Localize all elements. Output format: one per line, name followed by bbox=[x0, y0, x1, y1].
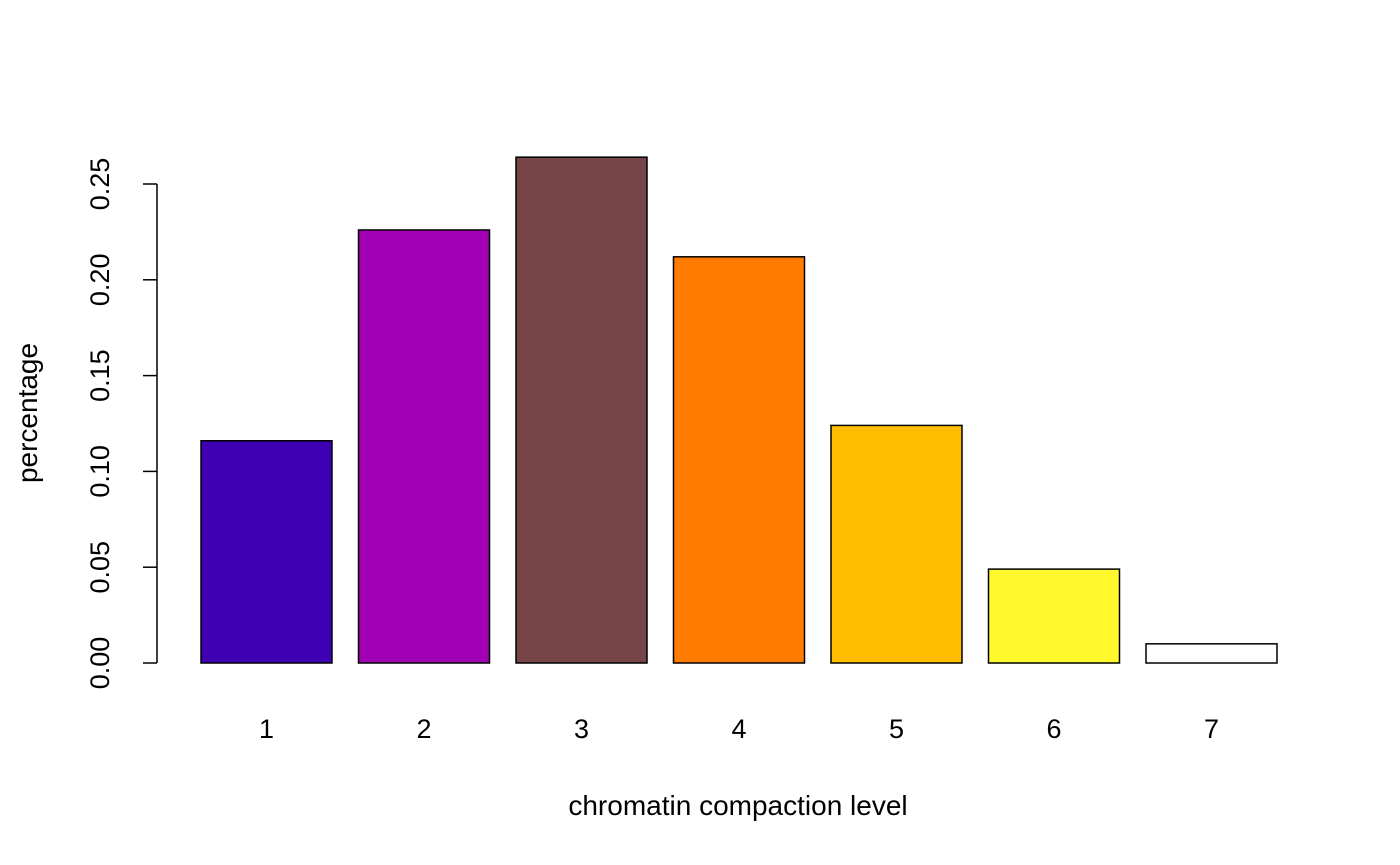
bar-5 bbox=[830, 424, 963, 664]
y-tick-label-0.00: 0.00 bbox=[85, 637, 115, 690]
bars-group bbox=[200, 156, 1278, 664]
x-tick-label-1: 1 bbox=[259, 714, 274, 744]
y-tick-label-0.10: 0.10 bbox=[85, 445, 115, 498]
bar-3 bbox=[515, 156, 648, 664]
x-axis-label: chromatin compaction level bbox=[568, 790, 907, 821]
x-tick-label-6: 6 bbox=[1046, 714, 1061, 744]
y-tick-label-0.25: 0.25 bbox=[85, 158, 115, 211]
x-tick-label-4: 4 bbox=[731, 714, 746, 744]
x-tick-label-7: 7 bbox=[1204, 714, 1219, 744]
y-tick-label-0.20: 0.20 bbox=[85, 254, 115, 307]
bar-7 bbox=[1145, 643, 1278, 664]
x-tick-labels: 1 2 3 4 5 6 7 bbox=[259, 714, 1219, 744]
x-tick-label-3: 3 bbox=[574, 714, 589, 744]
x-tick-label-5: 5 bbox=[889, 714, 904, 744]
y-axis: 0.00 0.05 0.10 0.15 0.20 0.25 bbox=[85, 158, 158, 690]
y-axis-label: percentage bbox=[12, 343, 43, 483]
y-tick-label-0.05: 0.05 bbox=[85, 541, 115, 594]
bar-4 bbox=[672, 256, 806, 664]
y-tick-label-0.15: 0.15 bbox=[85, 349, 115, 402]
bar-1 bbox=[200, 439, 333, 664]
bar-6 bbox=[987, 568, 1121, 664]
bar-2 bbox=[357, 229, 491, 664]
x-tick-label-2: 2 bbox=[416, 714, 431, 744]
